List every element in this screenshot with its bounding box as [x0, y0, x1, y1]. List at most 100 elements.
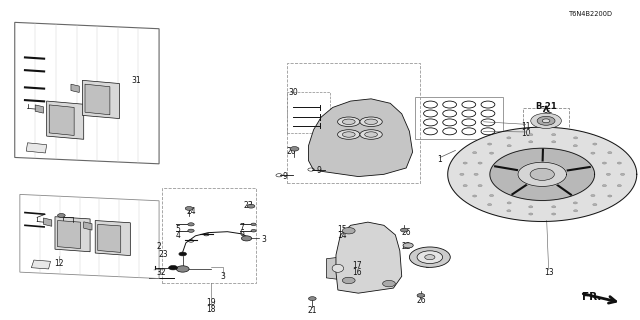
Circle shape — [617, 162, 621, 164]
Text: 26: 26 — [416, 296, 426, 305]
Text: 15: 15 — [337, 225, 347, 234]
Text: 17: 17 — [352, 261, 362, 270]
Text: 3: 3 — [261, 235, 266, 244]
Circle shape — [593, 143, 597, 145]
Circle shape — [608, 152, 612, 154]
Text: B-21: B-21 — [535, 102, 557, 111]
Polygon shape — [98, 224, 121, 252]
Text: 2: 2 — [157, 242, 161, 251]
Polygon shape — [49, 105, 74, 135]
Circle shape — [58, 213, 65, 217]
Circle shape — [617, 185, 621, 187]
Text: 4: 4 — [176, 231, 180, 240]
Circle shape — [537, 116, 555, 125]
Text: 13: 13 — [544, 268, 554, 277]
Circle shape — [573, 202, 577, 204]
Ellipse shape — [342, 132, 355, 137]
Polygon shape — [85, 84, 110, 115]
Ellipse shape — [360, 117, 382, 126]
Circle shape — [529, 141, 533, 143]
Polygon shape — [71, 84, 79, 92]
Bar — [523, 108, 569, 134]
Bar — [162, 188, 256, 283]
Circle shape — [472, 195, 477, 197]
Polygon shape — [44, 218, 52, 226]
Text: 5: 5 — [176, 225, 180, 234]
Text: 11: 11 — [521, 122, 531, 131]
Polygon shape — [84, 222, 92, 230]
Circle shape — [488, 204, 492, 206]
Circle shape — [573, 137, 578, 139]
Circle shape — [529, 134, 533, 136]
Text: 9: 9 — [316, 166, 321, 175]
Text: 23: 23 — [244, 201, 253, 210]
Circle shape — [542, 119, 550, 123]
Text: 20: 20 — [287, 147, 296, 156]
Ellipse shape — [365, 132, 378, 137]
Circle shape — [488, 143, 492, 145]
Text: 7: 7 — [239, 223, 244, 232]
Text: 18: 18 — [207, 305, 216, 314]
Text: 22: 22 — [401, 242, 411, 251]
Circle shape — [531, 113, 561, 128]
Text: T6N4B2200D: T6N4B2200D — [568, 11, 612, 17]
Text: 16: 16 — [352, 268, 362, 277]
Polygon shape — [95, 220, 131, 256]
Text: 25: 25 — [544, 113, 554, 122]
Circle shape — [593, 204, 597, 206]
Bar — [287, 92, 330, 133]
Circle shape — [308, 297, 316, 300]
Circle shape — [342, 228, 355, 234]
Circle shape — [552, 206, 556, 208]
Circle shape — [608, 195, 612, 197]
Circle shape — [463, 162, 467, 164]
Circle shape — [188, 229, 194, 232]
Circle shape — [529, 213, 533, 215]
Circle shape — [507, 202, 511, 204]
Bar — [287, 63, 420, 183]
Ellipse shape — [365, 119, 378, 124]
Circle shape — [591, 195, 595, 196]
Text: 32: 32 — [157, 268, 166, 277]
Circle shape — [179, 252, 186, 256]
Ellipse shape — [337, 117, 360, 126]
Circle shape — [602, 185, 607, 187]
Polygon shape — [31, 260, 51, 269]
Circle shape — [490, 195, 493, 196]
Circle shape — [573, 145, 577, 147]
Circle shape — [478, 185, 482, 187]
Circle shape — [507, 137, 511, 139]
Circle shape — [401, 228, 408, 232]
Circle shape — [507, 145, 511, 147]
Polygon shape — [518, 162, 566, 187]
Circle shape — [621, 173, 625, 175]
Polygon shape — [47, 101, 84, 139]
Text: FR.: FR. — [582, 292, 601, 302]
Text: 8: 8 — [425, 261, 429, 270]
Polygon shape — [83, 80, 120, 119]
Text: 19: 19 — [207, 298, 216, 307]
Polygon shape — [336, 222, 402, 293]
Polygon shape — [326, 256, 357, 280]
Circle shape — [185, 206, 193, 210]
Circle shape — [602, 162, 607, 164]
Circle shape — [176, 266, 189, 272]
Text: 12: 12 — [54, 259, 64, 268]
Circle shape — [474, 173, 478, 175]
Circle shape — [403, 243, 413, 248]
Text: 1: 1 — [438, 155, 442, 164]
Circle shape — [169, 266, 177, 270]
Text: 6: 6 — [239, 229, 244, 238]
Ellipse shape — [337, 130, 360, 139]
Circle shape — [472, 152, 477, 154]
Circle shape — [342, 277, 355, 284]
Circle shape — [478, 162, 482, 164]
Circle shape — [552, 134, 556, 136]
Circle shape — [529, 206, 533, 208]
Polygon shape — [58, 220, 81, 249]
Bar — [415, 97, 503, 139]
Circle shape — [383, 280, 396, 287]
Ellipse shape — [360, 130, 382, 139]
Circle shape — [251, 229, 256, 232]
Circle shape — [490, 152, 493, 154]
